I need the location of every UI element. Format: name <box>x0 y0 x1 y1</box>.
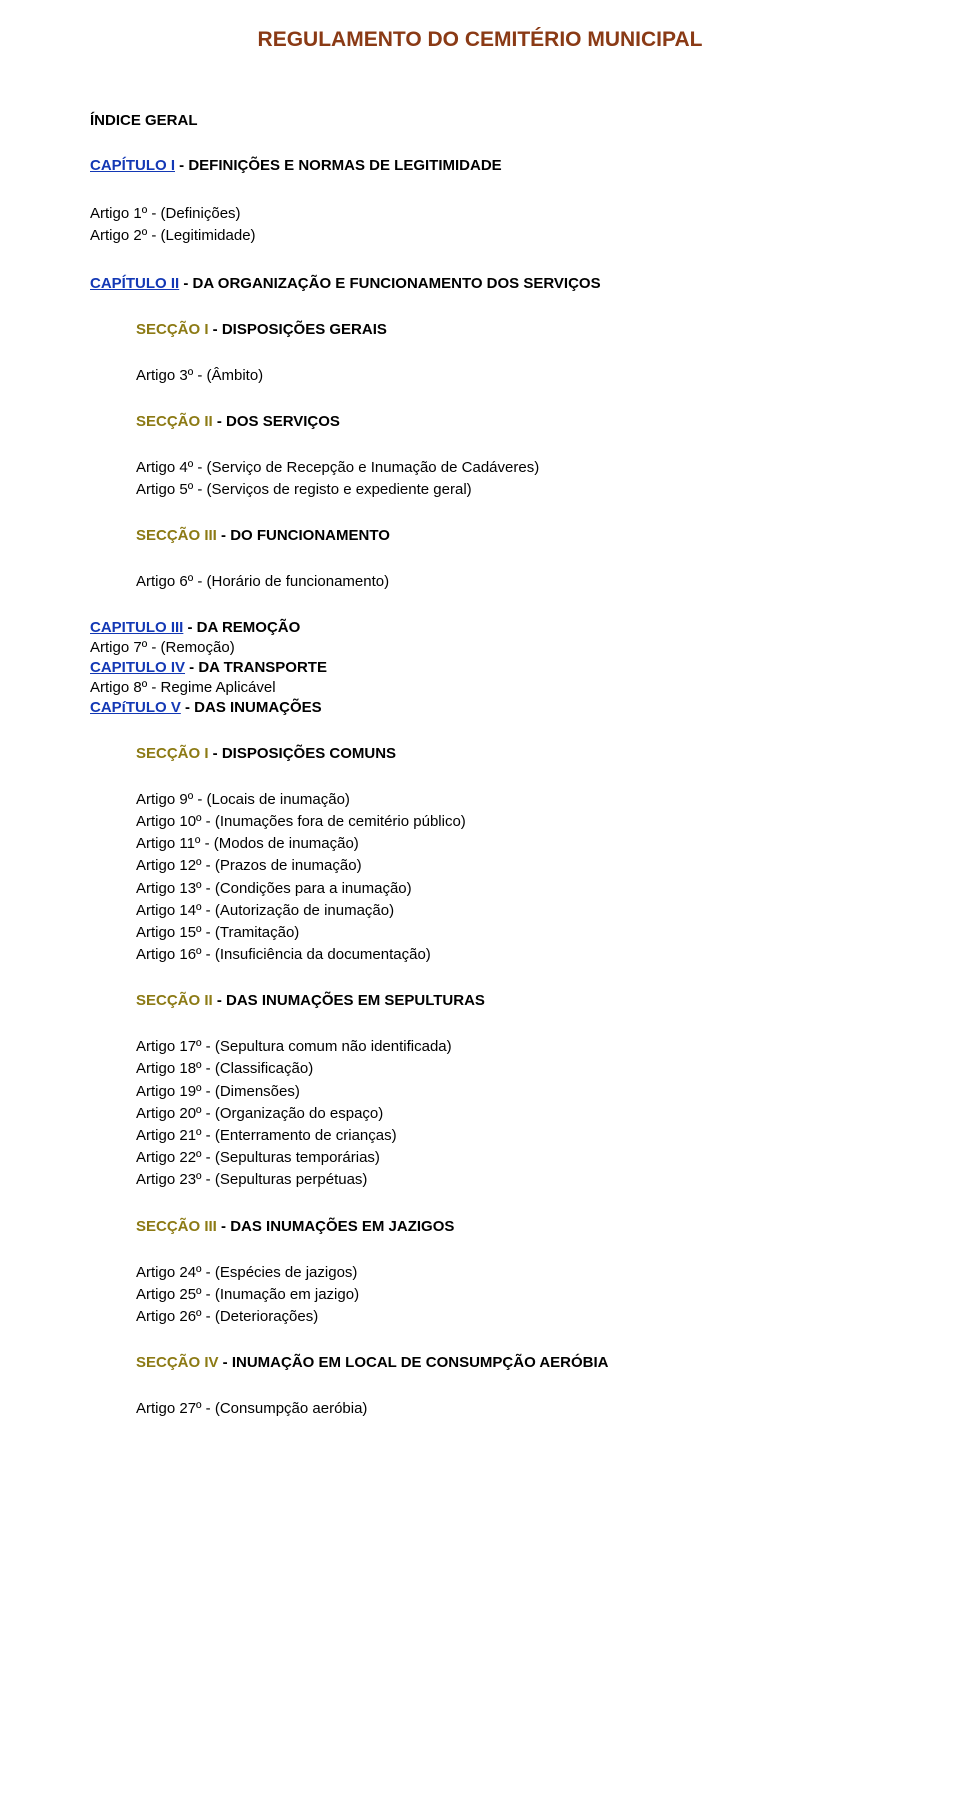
article-line: Artigo 19º - (Dimensões) <box>136 1081 870 1103</box>
section-title: - DISPOSIÇÕES COMUNS <box>209 745 397 762</box>
article-line: Artigo 26º - (Deteriorações) <box>136 1306 870 1328</box>
article-line: Artigo 22º - (Sepulturas temporárias) <box>136 1147 870 1169</box>
article-line: Artigo 18º - (Classificação) <box>136 1058 870 1080</box>
chapter-3-link[interactable]: CAPITULO III <box>90 619 183 636</box>
section-label: SECÇÃO II <box>136 992 213 1009</box>
article-line: Artigo 23º - (Sepulturas perpétuas) <box>136 1169 870 1191</box>
chapter-2-link[interactable]: CAPÍTULO II <box>90 275 179 292</box>
section-title: - DAS INUMAÇÕES EM SEPULTURAS <box>213 992 485 1009</box>
section-title: - INUMAÇÃO EM LOCAL DE CONSUMPÇÃO AERÓBI… <box>219 1354 609 1371</box>
article-line: Artigo 9º - (Locais de inumação) <box>136 789 870 811</box>
section-title: - DO FUNCIONAMENTO <box>217 527 390 544</box>
article-line: Artigo 15º - (Tramitação) <box>136 922 870 944</box>
article-line: Artigo 4º - (Serviço de Recepção e Inuma… <box>136 457 870 479</box>
article-line: Artigo 10º - (Inumações fora de cemitéri… <box>136 811 870 833</box>
article-line: Artigo 16º - (Insuficiência da documenta… <box>136 944 870 966</box>
article-line: Artigo 24º - (Espécies de jazigos) <box>136 1262 870 1284</box>
chapter-2-title: - DA ORGANIZAÇÃO E FUNCIONAMENTO DOS SER… <box>179 275 600 292</box>
chapter-5-title: - DAS INUMAÇÕES <box>181 699 322 716</box>
article-line: Artigo 17º - (Sepultura comum não identi… <box>136 1036 870 1058</box>
chapter-5-link[interactable]: CAPíTULO V <box>90 699 181 716</box>
article-line: Artigo 21º - (Enterramento de crianças) <box>136 1125 870 1147</box>
article-line: Artigo 5º - (Serviços de registo e exped… <box>136 479 870 501</box>
chapter-3-title: - DA REMOÇÃO <box>183 619 300 636</box>
section-label: SECÇÃO I <box>136 321 209 338</box>
article-line: Artigo 8º - Regime Aplicável <box>90 677 870 699</box>
article-line: Artigo 6º - (Horário de funcionamento) <box>136 571 870 593</box>
section-label: SECÇÃO IV <box>136 1354 219 1371</box>
article-line: Artigo 14º - (Autorização de inumação) <box>136 900 870 922</box>
chapter-1-link[interactable]: CAPÍTULO I <box>90 157 175 174</box>
section-label: SECÇÃO I <box>136 745 209 762</box>
section-label: SECÇÃO III <box>136 527 217 544</box>
chapter-1-title: - DEFINIÇÕES E NORMAS DE LEGITIMIDADE <box>175 157 502 174</box>
article-line: Artigo 11º - (Modos de inumação) <box>136 833 870 855</box>
section-label: SECÇÃO II <box>136 413 213 430</box>
article-line: Artigo 12º - (Prazos de inumação) <box>136 855 870 877</box>
article-line: Artigo 7º - (Remoção) <box>90 637 870 659</box>
article-line: Artigo 2º - (Legitimidade) <box>90 225 870 247</box>
document-title: REGULAMENTO DO CEMITÉRIO MUNICIPAL <box>90 28 870 52</box>
article-line: Artigo 13º - (Condições para a inumação) <box>136 878 870 900</box>
chapter-4-link[interactable]: CAPITULO IV <box>90 659 185 676</box>
article-line: Artigo 27º - (Consumpção aeróbia) <box>136 1398 870 1420</box>
chapter-4-title: - DA TRANSPORTE <box>185 659 327 676</box>
section-title: - DOS SERVIÇOS <box>213 413 340 430</box>
article-line: Artigo 3º - (Âmbito) <box>136 365 870 387</box>
article-line: Artigo 25º - (Inumação em jazigo) <box>136 1284 870 1306</box>
section-title: - DISPOSIÇÕES GERAIS <box>209 321 387 338</box>
index-heading: ÍNDICE GERAL <box>90 112 870 129</box>
section-title: - DAS INUMAÇÕES EM JAZIGOS <box>217 1218 455 1235</box>
section-label: SECÇÃO III <box>136 1218 217 1235</box>
article-line: Artigo 1º - (Definições) <box>90 203 870 225</box>
article-line: Artigo 20º - (Organização do espaço) <box>136 1103 870 1125</box>
